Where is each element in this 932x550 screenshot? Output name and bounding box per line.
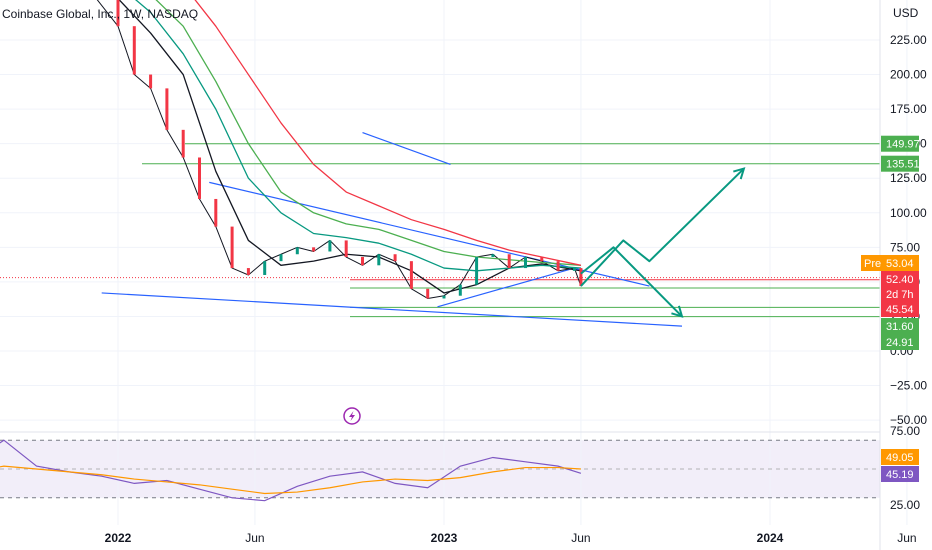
candle [572, 268, 576, 271]
trendline [437, 267, 575, 308]
candle [540, 257, 544, 262]
candle [579, 268, 583, 287]
candle [312, 247, 316, 252]
y-tick-label: −50.00 [890, 413, 927, 427]
candle [165, 88, 169, 130]
rsi-badge-bg [881, 466, 919, 482]
rsi-line [0, 439, 582, 502]
x-tick-label: Jun [897, 531, 916, 545]
level-badge-bg [881, 135, 919, 152]
last-price-badge-bg [881, 271, 919, 287]
level-badge: 135.51 [886, 159, 920, 171]
candle [458, 284, 462, 296]
countdown-badge-bg [881, 286, 919, 302]
series-ema-mid [135, 0, 581, 272]
candle [279, 254, 283, 262]
candle [230, 226, 234, 269]
rsi-badge-bg [881, 449, 919, 465]
level-badge-low2-bg [881, 334, 919, 350]
level-badge: 149.97 [886, 139, 920, 151]
projection-arrow [580, 167, 745, 287]
candle [132, 26, 136, 75]
level-badge-low1: 31.60 [886, 321, 914, 333]
rsi-ma-line [0, 465, 581, 495]
last-price-badge: 52.40 [886, 274, 914, 286]
candle [263, 261, 267, 275]
trendlines [101, 132, 683, 327]
lightning-icon[interactable] [343, 407, 361, 425]
grid [0, 0, 908, 525]
trendline [101, 292, 683, 327]
candle [149, 74, 153, 89]
chart-title: Coinbase Global, Inc., 1W, NASDAQ [2, 7, 198, 21]
x-tick-label: 2023 [431, 531, 458, 545]
rsi-badge: 49.05 [886, 452, 914, 464]
candle [507, 254, 511, 269]
series-sma-long [194, 0, 582, 266]
candle [393, 254, 397, 262]
candle [246, 268, 250, 275]
candle [214, 198, 218, 227]
y-tick-label: 125.00 [890, 171, 927, 185]
candle [426, 288, 430, 299]
arrow-head [733, 167, 746, 180]
pre-price-badge-bg [881, 255, 919, 271]
projection-arrows [580, 167, 746, 318]
support-badge: 45.54 [886, 304, 914, 316]
level-badge-low1-bg [881, 318, 919, 334]
level-badge-low2: 24.91 [886, 337, 914, 349]
pre-badge: Pre [864, 258, 881, 270]
support-badge-bg [881, 301, 919, 317]
candle [181, 129, 185, 158]
candle [295, 247, 299, 255]
candle [377, 254, 381, 266]
series-ema-long [155, 0, 581, 266]
level-badge-bg [881, 155, 919, 172]
x-tick-label: 2022 [105, 531, 132, 545]
trendline [362, 132, 451, 165]
rsi-badge: 45.19 [886, 469, 914, 481]
y-tick-label: 75.00 [890, 240, 920, 254]
candle [328, 240, 332, 252]
y-tick-label: −25.00 [890, 379, 927, 393]
x-tick-label: 2024 [757, 531, 784, 545]
projection-arrow [580, 246, 683, 318]
candle [556, 261, 560, 271]
y-tick-label: 100.00 [890, 206, 927, 220]
x-tick-label: Jun [571, 531, 590, 545]
y-tick-label: 200.00 [890, 68, 927, 82]
trendline [209, 181, 650, 287]
price-series [96, 0, 583, 299]
countdown-badge: 2d 7h [886, 289, 914, 301]
candle [361, 257, 364, 266]
arrow-head [671, 305, 684, 318]
y-tick-label: 225.00 [890, 33, 927, 47]
candle [491, 254, 495, 258]
rsi-tick-label: 25.00 [890, 498, 920, 512]
x-tick-label: Jun [245, 531, 264, 545]
pre-price-badge: 53.04 [886, 258, 914, 270]
rsi-tick-label: 75.00 [890, 424, 920, 438]
candle [409, 261, 413, 289]
y-tick-label: 175.00 [890, 102, 927, 116]
rsi-panel [0, 439, 880, 502]
candle [442, 295, 446, 299]
candle [198, 157, 201, 199]
candle [524, 257, 527, 269]
price-badges: 149.97 135.51 Pre 53.04 52.40 2d 7h 45.54 31.60… [861, 135, 920, 482]
currency-label: USD [893, 6, 919, 20]
candle [116, 0, 120, 27]
horizontal-levels [0, 143, 880, 318]
pre-badge-bg [861, 255, 881, 271]
candle [475, 257, 479, 285]
candle [344, 240, 348, 258]
